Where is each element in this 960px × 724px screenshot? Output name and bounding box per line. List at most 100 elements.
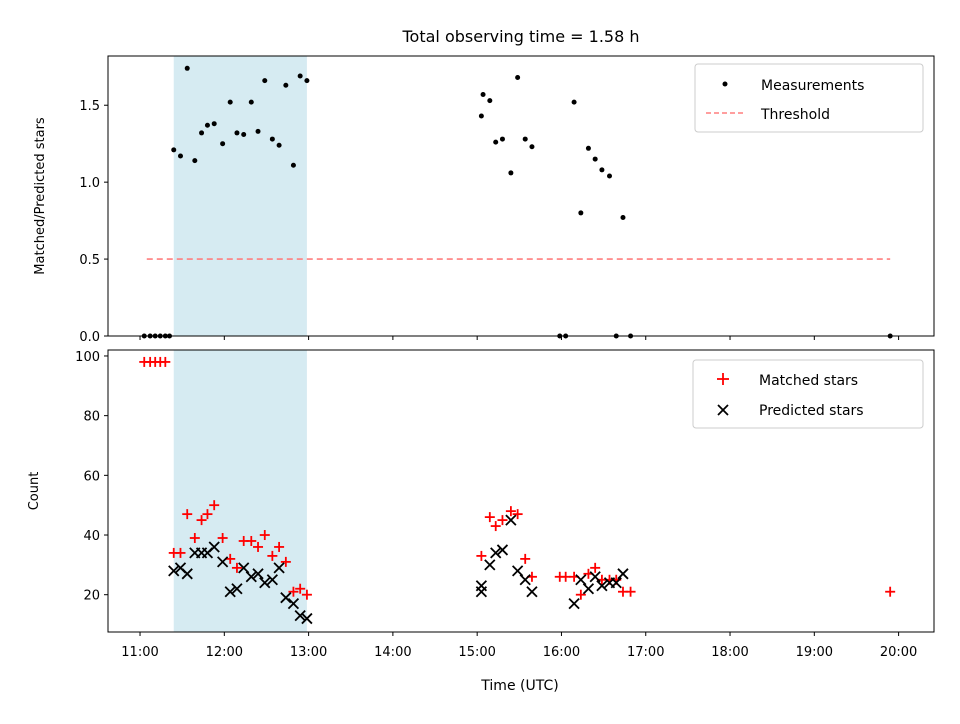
matched-stars-point xyxy=(520,553,531,564)
predicted-stars-point xyxy=(589,571,601,583)
matched-stars-point xyxy=(512,509,523,520)
measurement-point xyxy=(304,78,310,84)
x-tick-label: 12:00 xyxy=(206,645,243,660)
predicted-stars-point xyxy=(575,574,587,586)
matched-stars-point xyxy=(182,509,193,520)
measurement-point xyxy=(262,78,268,84)
legend-predicted-marker xyxy=(717,404,729,416)
measurement-point xyxy=(204,122,210,128)
observing-window-span xyxy=(173,350,307,632)
count-y-tick-label: 40 xyxy=(83,529,100,544)
measurement-point xyxy=(607,173,612,179)
measurement-point xyxy=(529,144,535,150)
matched-stars-point xyxy=(476,550,487,561)
measurement-point xyxy=(478,113,484,119)
count-y-tick-label: 80 xyxy=(83,410,100,425)
x-tick-label: 15:00 xyxy=(458,645,495,660)
measurement-point xyxy=(499,136,505,142)
matched-stars-point xyxy=(246,535,257,546)
ratio-y-tick-label: 0.0 xyxy=(79,330,100,345)
matched-stars-point xyxy=(189,533,200,543)
predicted-stars-point xyxy=(208,541,220,553)
measurement-point xyxy=(234,130,240,136)
predicted-stars-point xyxy=(596,580,608,592)
x-tick-label: 19:00 xyxy=(796,645,833,660)
measurement-point xyxy=(241,131,247,137)
predicted-stars-point xyxy=(568,598,580,610)
legend-predicted-label: Predicted stars xyxy=(759,403,864,419)
x-tick-label: 16:00 xyxy=(543,645,580,660)
count-y-tick-label: 60 xyxy=(83,469,100,484)
matched-stars-point xyxy=(505,506,516,517)
measurement-point xyxy=(269,136,275,142)
ratio-panel-frame xyxy=(107,55,935,337)
matched-stars-point xyxy=(253,541,264,552)
predicted-stars-point xyxy=(496,544,509,556)
measurement-point xyxy=(184,65,190,71)
ratio-legend: Measurements Threshold xyxy=(694,63,924,133)
matched-stars-point xyxy=(575,589,586,600)
measurement-point xyxy=(276,142,282,148)
predicted-stars-point xyxy=(511,565,524,577)
measurement-point xyxy=(171,147,177,153)
measurement-point xyxy=(283,82,289,88)
predicted-stars-point xyxy=(259,577,271,589)
predicted-stars-point xyxy=(287,598,300,610)
measurement-point xyxy=(508,170,514,176)
measurement-point xyxy=(177,153,183,159)
matched-stars-point xyxy=(590,562,601,573)
legend-matched-marker xyxy=(717,373,729,385)
matched-stars-point xyxy=(217,533,228,543)
measurement-point xyxy=(599,167,605,173)
legend-measurements-marker xyxy=(722,81,728,87)
count-y-tick-label: 20 xyxy=(83,589,100,604)
predicted-stars-point xyxy=(505,514,517,526)
matched-stars-point xyxy=(160,356,171,367)
predicted-stars-point xyxy=(490,547,502,559)
predicted-stars-point xyxy=(484,559,496,571)
predicted-stars-point xyxy=(582,583,595,595)
measurement-point xyxy=(480,91,486,97)
legend-threshold-label: Threshold xyxy=(760,107,830,123)
measurement-point xyxy=(227,99,233,105)
x-tick-label: 14:00 xyxy=(374,645,411,660)
matched-stars-point xyxy=(490,521,501,532)
ratio-y-ticks: 0.0 0.5 1.0 1.5 xyxy=(79,99,108,345)
measurement-point xyxy=(620,215,626,221)
matched-stars-point xyxy=(497,515,508,526)
measurement-point xyxy=(571,99,577,105)
measurement-point xyxy=(192,158,198,164)
x-tick-label: 20:00 xyxy=(880,645,917,660)
ratio-y-tick-label: 1.5 xyxy=(79,99,100,114)
count-y-ticks: 20 40 60 80 100 xyxy=(75,350,108,604)
matched-stars-point xyxy=(484,512,495,523)
count-y-axis-label: Count xyxy=(27,472,42,511)
observing-window-span xyxy=(173,56,307,336)
chart-title: Total observing time = 1.58 h xyxy=(401,27,639,46)
matched-stars-point xyxy=(288,586,299,597)
measurement-point xyxy=(493,139,499,145)
ratio-series xyxy=(141,65,893,339)
predicted-stars-point xyxy=(181,568,193,580)
matched-stars-point xyxy=(885,586,896,597)
measurement-point xyxy=(592,156,598,162)
predicted-stars-point xyxy=(617,568,629,580)
measurement-point xyxy=(578,210,584,216)
measurement-point xyxy=(585,145,591,151)
count-panel: 20 40 60 80 100 11:00 12:00 13:00 14:00 15:00 16:… xyxy=(27,349,935,694)
predicted-stars-point xyxy=(231,583,243,595)
count-legend-box xyxy=(692,359,924,429)
matched-stars-point xyxy=(259,530,270,541)
count-y-tick-label: 100 xyxy=(75,350,100,365)
measurement-point xyxy=(199,130,205,136)
predicted-stars-point xyxy=(252,568,264,580)
predicted-stars-point xyxy=(526,586,538,598)
predicted-stars-point xyxy=(280,592,292,604)
measurement-point xyxy=(515,75,521,81)
predicted-stars-point xyxy=(610,577,622,589)
matched-stars-point xyxy=(625,586,636,597)
measurement-point xyxy=(487,98,493,104)
matched-stars-point xyxy=(560,571,571,582)
